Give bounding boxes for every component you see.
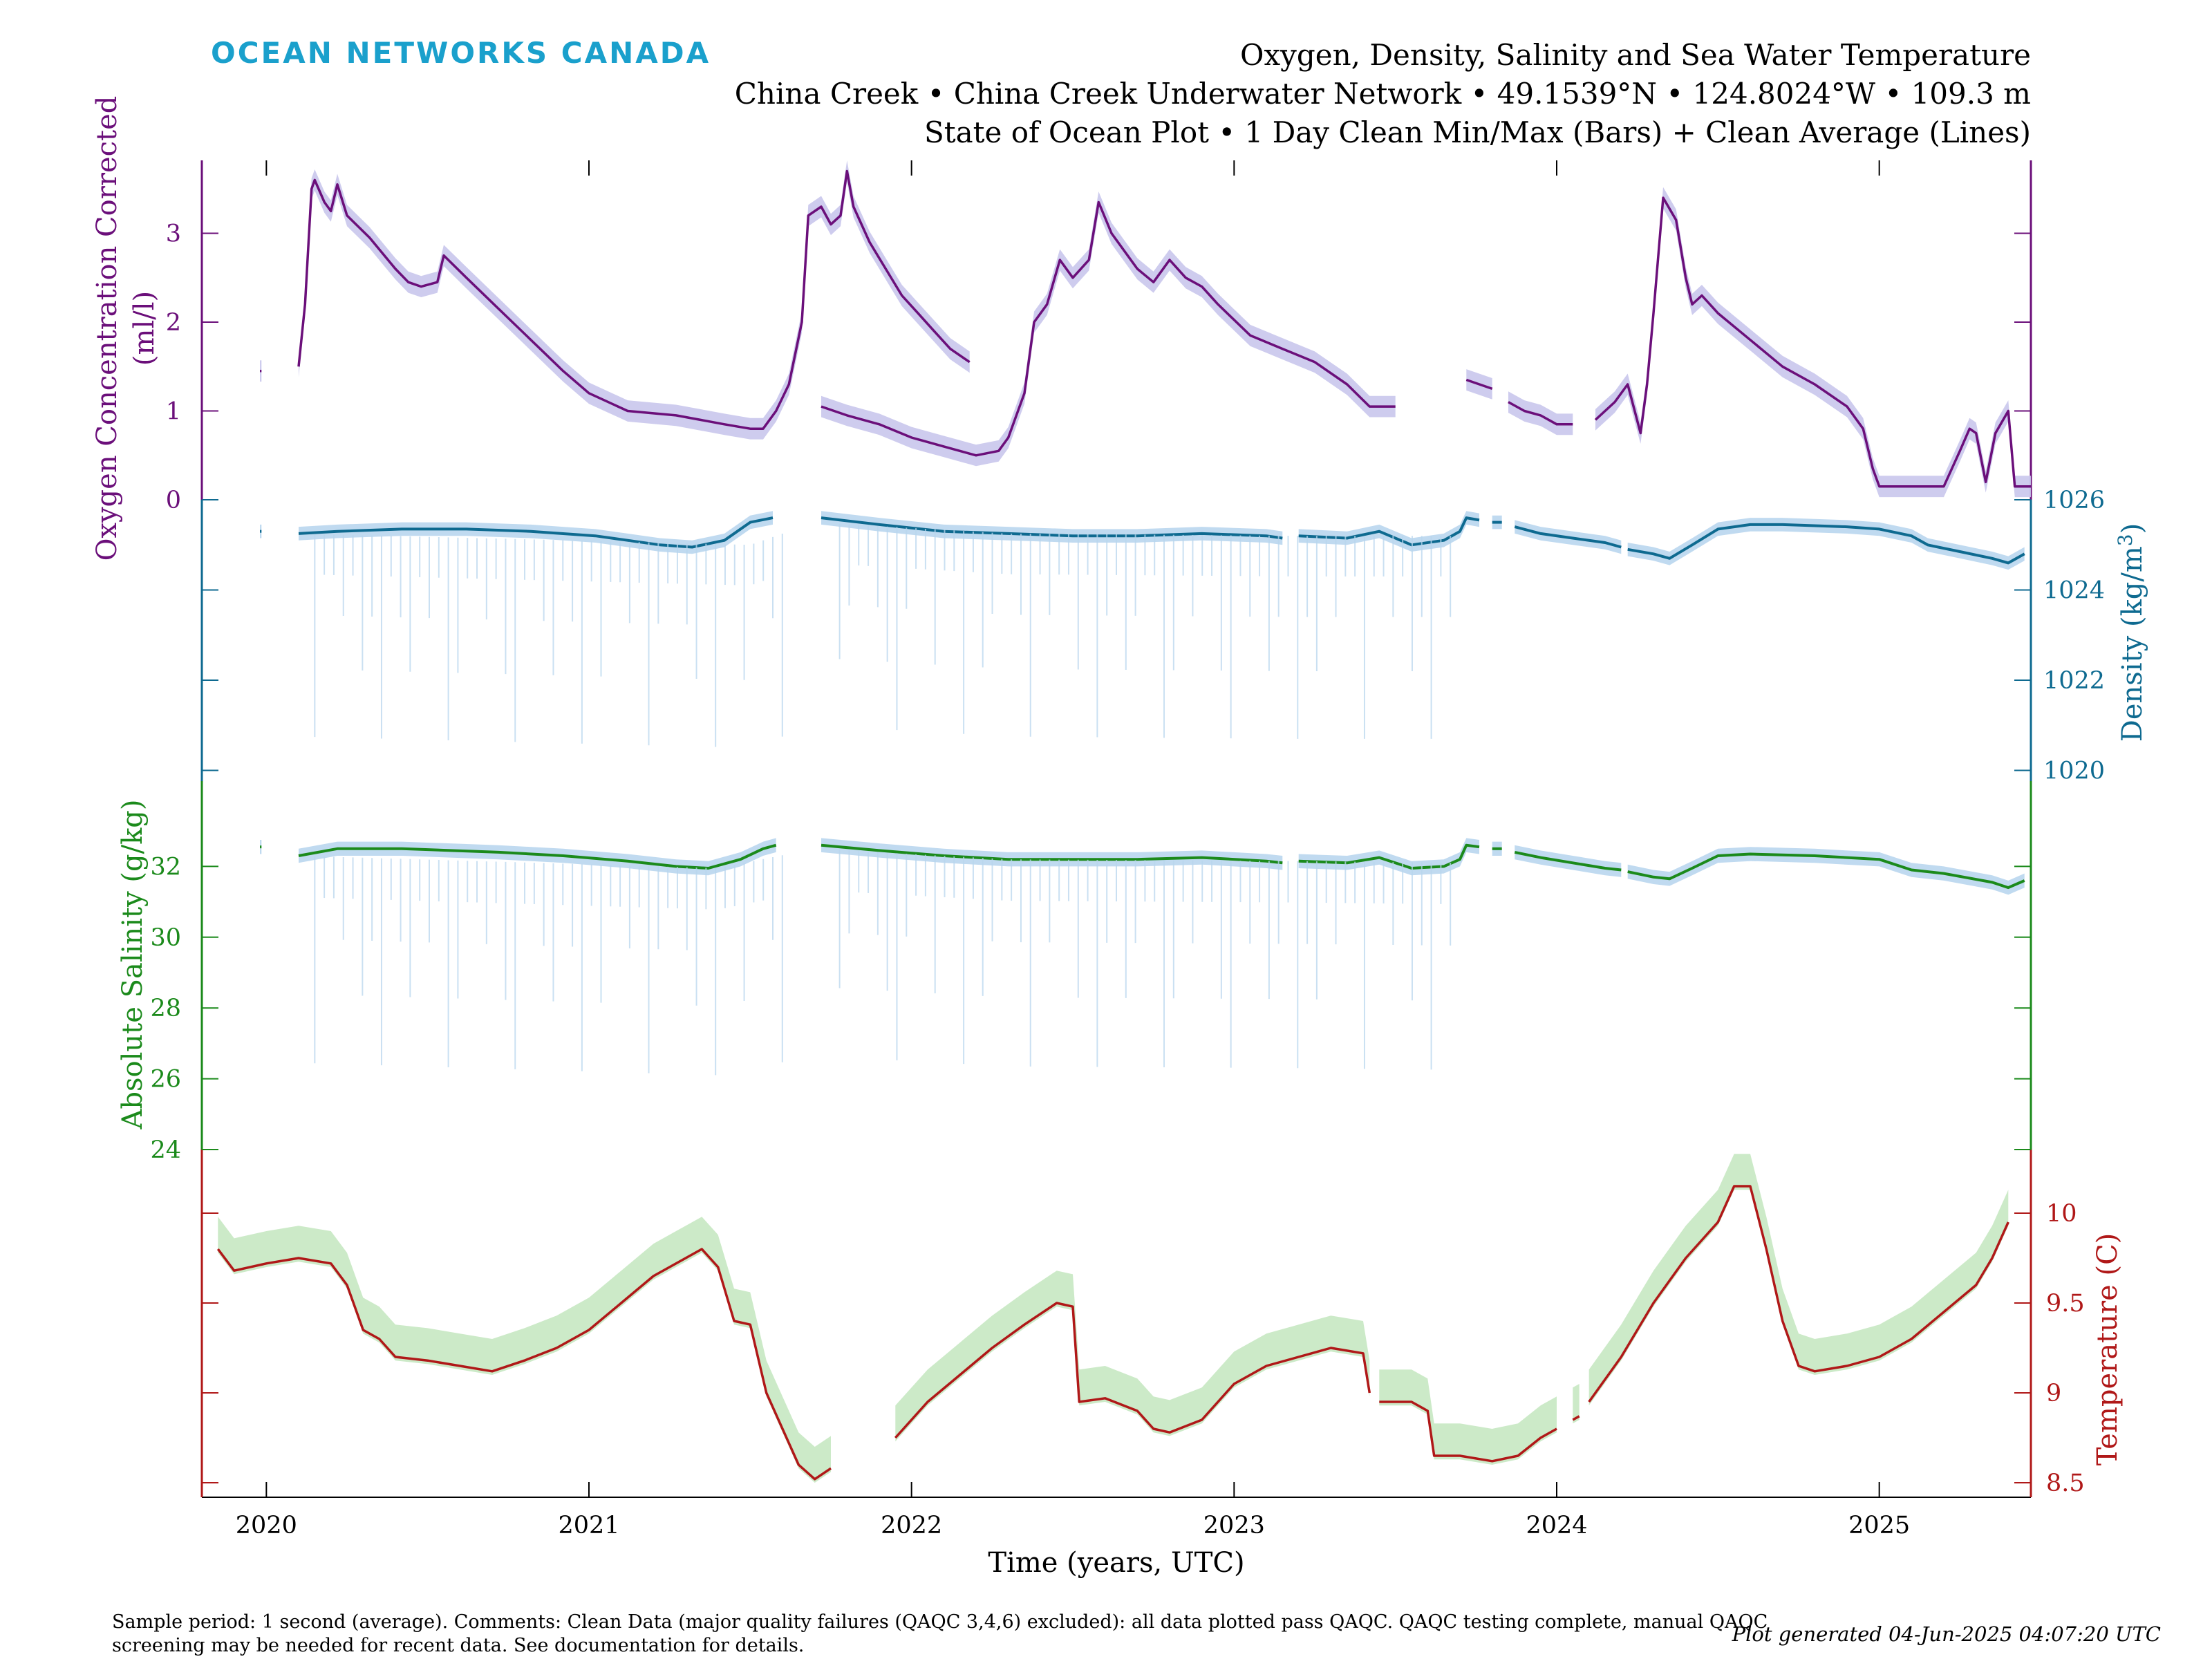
footer-comment: Sample period: 1 second (average). Comme… xyxy=(112,1611,1768,1656)
density-tick-label: 1020 xyxy=(2043,758,2105,785)
salinity-average-line xyxy=(298,843,777,870)
oxygen-axis-unit: (ml/l) xyxy=(129,291,160,366)
x-axis-title: Time (years, UTC) xyxy=(988,1547,1244,1579)
temperature-tick-label: 9 xyxy=(2046,1380,2061,1407)
density-minmax-band xyxy=(1627,518,2025,570)
salinity-axis-title: Absolute Salinity (g/kg) xyxy=(117,799,149,1130)
salinity-minmax-band xyxy=(1627,847,2025,895)
oxygen-average-line xyxy=(821,200,1396,457)
temperature-tick-label: 9.5 xyxy=(2046,1290,2085,1318)
salinity-average-line xyxy=(1627,852,2025,890)
density-tick-label: 1024 xyxy=(2043,577,2105,605)
temperature-average-line xyxy=(1379,1400,1557,1463)
chart-title: Oxygen, Density, Salinity and Sea Water … xyxy=(1240,38,2031,72)
oxygen-axis-title: Oxygen Concentration Corrected xyxy=(91,96,123,561)
temperature-minmax-band xyxy=(895,1271,1370,1442)
x-tick-label: 2024 xyxy=(1526,1512,1587,1539)
brand-logo-text: OCEAN NETWORKS CANADA xyxy=(211,36,711,70)
oxygen-average-line xyxy=(1465,378,1493,391)
salinity-tick-label: 32 xyxy=(150,853,181,881)
density-average-line xyxy=(1627,523,2025,565)
temperature-minmax-band xyxy=(1573,1384,1580,1424)
density-average-line xyxy=(298,516,774,549)
chart-title-block: Oxygen, Density, Salinity and Sea Water … xyxy=(735,36,2031,152)
density-tick-label: 1022 xyxy=(2043,667,2105,695)
temperature-minmax-band xyxy=(1588,1154,2009,1406)
x-tick-label: 2022 xyxy=(881,1512,942,1539)
salinity-tick-label: 30 xyxy=(150,924,181,952)
salinity-tick-label: 24 xyxy=(150,1136,181,1164)
salinity-tick-label: 26 xyxy=(150,1066,181,1094)
temperature-minmax-band xyxy=(1379,1369,1557,1465)
oxygen-average-line xyxy=(297,169,971,430)
density-average-line xyxy=(1298,516,1480,547)
temperature-average-line xyxy=(894,1302,1371,1439)
temperature-minmax-band xyxy=(218,1217,831,1483)
oxygen-average-line xyxy=(1594,196,2031,488)
oxygen-tick-label: 2 xyxy=(166,309,181,337)
density-average-line xyxy=(821,516,1283,540)
oxygen-average-line xyxy=(1508,401,1573,426)
salinity-minmax-band xyxy=(299,838,776,876)
generated-timestamp: Plot generated 04-Jun-2025 04:07:20 UTC xyxy=(1732,1622,2161,1646)
temperature-tick-label: 8.5 xyxy=(2046,1470,2085,1497)
oxygen-tick-label: 0 xyxy=(166,487,181,514)
salinity-min-spikes xyxy=(314,850,1452,1076)
chart-subtitle-method: State of Ocean Plot • 1 Day Clean Min/Ma… xyxy=(924,115,2031,149)
temperature-tick-label: 10 xyxy=(2046,1200,2077,1228)
density-axis-title: Density (kg/m3) xyxy=(2114,523,2148,742)
oxygen-minmax-band xyxy=(299,160,970,440)
chart-subtitle-location: China Creek • China Creek Underwater Net… xyxy=(734,77,2031,111)
salinity-minmax-band xyxy=(821,838,1283,870)
oxygen-minmax-band xyxy=(1595,187,2031,498)
oxygen-tick-label: 3 xyxy=(166,221,181,248)
density-tick-label: 1026 xyxy=(2043,487,2105,514)
oxygen-minmax-band xyxy=(1508,391,1573,435)
x-tick-label: 2023 xyxy=(1203,1512,1265,1539)
x-tick-label: 2021 xyxy=(558,1512,619,1539)
temperature-average-line xyxy=(216,1248,832,1481)
salinity-average-line xyxy=(821,843,1283,865)
density-average-line xyxy=(1514,525,1622,549)
salinity-average-line xyxy=(1514,850,1622,872)
density-minmax-band xyxy=(821,511,1283,545)
x-tick-label: 2020 xyxy=(236,1512,297,1539)
oxygen-minmax-band xyxy=(821,191,1396,467)
density-min-spikes xyxy=(314,523,1452,747)
temperature-axis-title: Temperature (C) xyxy=(2092,1233,2124,1466)
temperature-average-line xyxy=(1588,1185,2009,1403)
salinity-tick-label: 28 xyxy=(150,995,181,1022)
oxygen-tick-label: 1 xyxy=(166,398,181,426)
x-tick-label: 2025 xyxy=(1848,1512,1910,1539)
temperature-average-line xyxy=(1572,1415,1580,1421)
salinity-average-line xyxy=(1298,843,1480,870)
